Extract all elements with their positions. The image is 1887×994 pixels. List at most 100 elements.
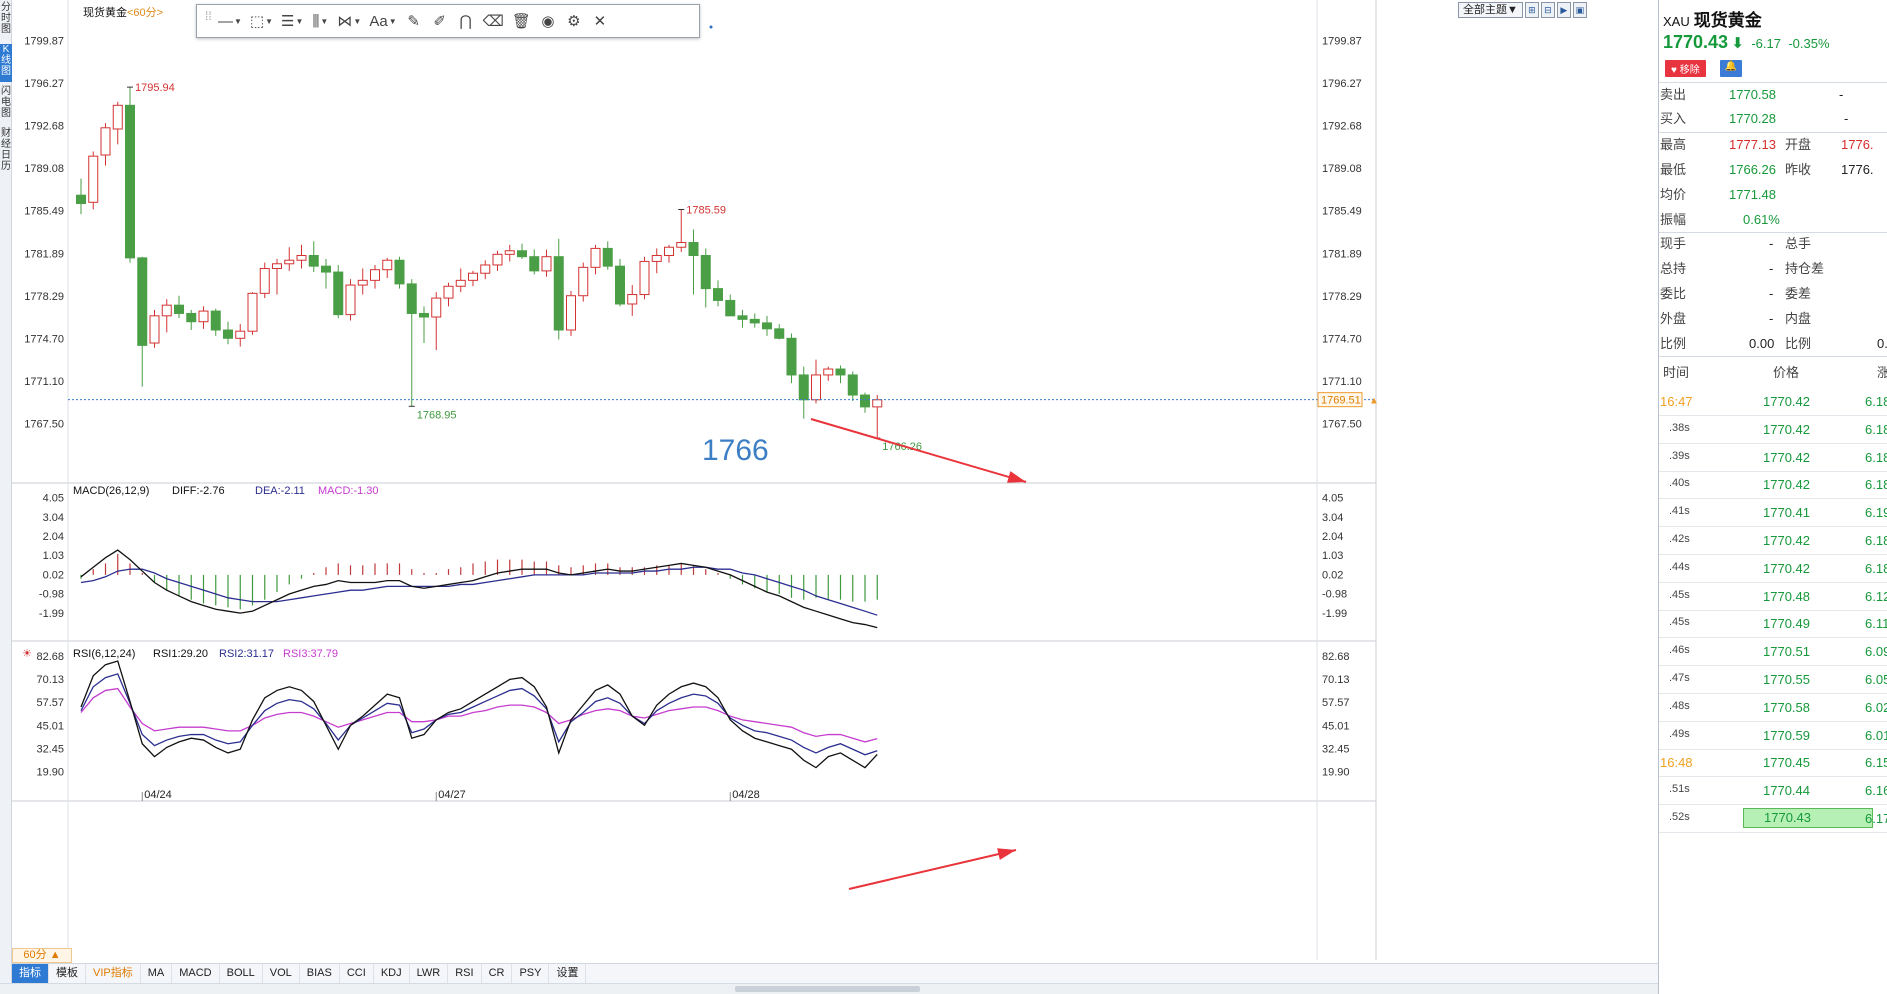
tab-template[interactable]: 模板 (49, 964, 86, 983)
tab-settings[interactable]: 设置 (549, 964, 587, 983)
tick-row[interactable]: 16:48 1770.45 6.15 (1659, 749, 1887, 778)
commit-ratio-label: 委比 (1660, 286, 1687, 301)
scroll-thumb[interactable] (735, 986, 920, 992)
candle-body (639, 260, 650, 296)
tab-kline[interactable]: K线图 (0, 44, 12, 82)
horizontal-scrollbar[interactable] (0, 983, 1887, 994)
ticks-time-header: 时间 (1663, 365, 1690, 380)
buy-extra: - (1844, 111, 1849, 126)
layout-grid-icon[interactable]: ⊞ (1524, 2, 1539, 18)
tick-row[interactable]: .42s 1770.42 6.18 (1659, 527, 1887, 555)
drawing-toolbar: ⁞⁞ — ▼ ⬚ ▼ ☰ ▼ ⫼ ▼ ⋈ ▼ Aa ▼ ✎ ✐ ⋂ ⌫ 🗑 ◉ ⚙ ✕ (196, 4, 700, 38)
tick-change: 6.02 (1865, 699, 1887, 715)
trash-icon[interactable]: 🗑 (511, 13, 531, 30)
candle-body (247, 292, 258, 332)
tab-cci[interactable]: CCI (340, 964, 374, 983)
tick-row[interactable]: .51s 1770.44 6.16 (1659, 777, 1887, 806)
quote-panel: XAU 现货黄金 1770.43 ⬇ -6.17 -0.35% ♥ 移除 🔔 卖出… (1658, 0, 1887, 994)
tab-cr[interactable]: CR (482, 964, 513, 983)
tab-vip-indicator[interactable]: VIP指标 (86, 964, 141, 983)
candle-body (762, 322, 772, 330)
layout-split-icon[interactable]: ⊟ (1540, 2, 1555, 18)
tick-price: 1770.42 (1763, 533, 1810, 548)
tick-row[interactable]: .38s 1770.42 6.18 (1659, 416, 1887, 444)
toolbar-grip-icon[interactable]: ⁞⁞ (205, 9, 212, 23)
text-tool-icon[interactable]: Aa ▼ (369, 12, 397, 30)
candle-body (321, 265, 331, 273)
play-icon[interactable]: ▶ (1556, 2, 1571, 18)
remove-watchlist-button[interactable]: ♥ 移除 (1665, 60, 1706, 77)
close-icon[interactable]: ✕ (593, 13, 607, 30)
tab-macd[interactable]: MACD (172, 964, 220, 983)
candle-body (112, 104, 123, 130)
open-interest-label: 总持 (1660, 261, 1687, 276)
rect-tool-icon[interactable]: ⬚ ▼ (249, 13, 274, 30)
open-interest-value: - (1769, 261, 1774, 276)
tab-indicator[interactable]: 指标 (12, 964, 49, 983)
candle-body (725, 299, 736, 317)
tick-row[interactable]: .41s 1770.41 6.19 (1659, 499, 1887, 528)
cur-hand-value: - (1769, 236, 1774, 251)
chart-canvas[interactable]: 1799.87 1799.87 1796.27 1796.27 1792.68 1792.… (12, 0, 1658, 960)
tick-row[interactable]: .52s 1770.436.17 (1659, 805, 1887, 833)
high-label: 最高 (1660, 137, 1687, 152)
eye-icon[interactable]: ◉ (541, 13, 555, 30)
macd-axis-label-left: 2.04 (43, 531, 64, 543)
tick-row[interactable]: .39s 1770.42 6.18 (1659, 444, 1887, 472)
theme-select[interactable]: 全部主题▼ (1458, 2, 1523, 18)
tab-timeshare[interactable]: 分时图 (1, 2, 11, 35)
chart-area[interactable]: 1799.87 1799.87 1796.27 1796.27 1792.68 1792.… (12, 0, 1658, 960)
rsi-axis-label-right: 45.01 (1322, 720, 1350, 732)
macd-axis-label-left: -1.99 (39, 608, 64, 620)
tab-lwr[interactable]: LWR (410, 964, 449, 983)
candle-body (223, 329, 233, 339)
rsi2-label: RSI2:31.17 (219, 648, 274, 660)
tab-psy[interactable]: PSY (512, 964, 550, 983)
ruler-icon[interactable]: ✎ (407, 13, 420, 30)
tick-change: 6.12 (1865, 588, 1887, 604)
tab-bias[interactable]: BIAS (300, 964, 340, 983)
commit-ratio-value: - (1769, 286, 1774, 301)
tick-row[interactable]: .45s 1770.49 6.11 (1659, 610, 1887, 639)
open-label: 开盘 (1785, 137, 1812, 152)
line-tool-icon[interactable]: — ▼ (218, 12, 242, 30)
bell-icon[interactable]: 🔔 (1719, 60, 1743, 77)
buy-label: 买入 (1660, 111, 1687, 126)
tick-row[interactable]: 16:47 1770.42 6.18 (1659, 388, 1887, 416)
macd-title: MACD(26,12,9) (73, 485, 149, 497)
tick-row[interactable]: .45s 1770.48 6.12 (1659, 583, 1887, 611)
tick-change: 6.18 (1865, 533, 1887, 548)
tab-rsi[interactable]: RSI (448, 964, 482, 983)
current-price-arrow-icon: ▲ (1369, 396, 1379, 407)
pattern-tool-icon[interactable]: ⋈ ▼ (337, 13, 362, 30)
tick-price: 1770.58 (1763, 699, 1810, 715)
ticks-header: 时间 价格 涨 (1659, 362, 1887, 382)
tab-calendar[interactable]: 财经日历 (1, 128, 11, 172)
channel-tool-icon[interactable]: ⫼ ▼ (312, 12, 329, 30)
eraser-icon[interactable]: ⌫ (482, 13, 504, 30)
tab-ma[interactable]: MA (141, 964, 173, 983)
tab-boll[interactable]: BOLL (220, 964, 263, 983)
fib-tool-icon[interactable]: ☰ ▼ (281, 13, 304, 30)
tick-row[interactable]: .48s 1770.58 6.02 (1659, 694, 1887, 722)
trend-arrow-rsi (848, 849, 1017, 890)
pen-icon[interactable]: ✐ (433, 13, 446, 30)
tab-flash[interactable]: 闪电图 (1, 86, 11, 119)
period-tag[interactable]: 60分 ▲ (12, 948, 72, 963)
tick-row[interactable]: .44s 1770.42 6.18 (1659, 555, 1887, 583)
tick-time: .46s (1669, 644, 1690, 657)
tick-row[interactable]: .40s 1770.42 6.18 (1659, 471, 1887, 500)
tick-row[interactable]: .49s 1770.59 6.01 (1659, 722, 1887, 750)
layout-full-icon[interactable]: ▣ (1572, 2, 1587, 18)
tick-price: 1770.59 (1763, 727, 1810, 743)
rsi3-line (80, 687, 878, 743)
magnet-icon[interactable]: ⋂ (459, 13, 472, 30)
tick-row[interactable]: .46s 1770.51 6.09 (1659, 638, 1887, 667)
candle-body (602, 247, 613, 267)
candle-body (578, 266, 589, 297)
tab-kdj[interactable]: KDJ (374, 964, 410, 983)
quote-symbol: XAU (1663, 14, 1690, 29)
tab-vol[interactable]: VOL (263, 964, 300, 983)
gear-icon[interactable]: ⚙ (567, 13, 581, 30)
tick-row[interactable]: .47s 1770.55 6.05 (1659, 666, 1887, 694)
